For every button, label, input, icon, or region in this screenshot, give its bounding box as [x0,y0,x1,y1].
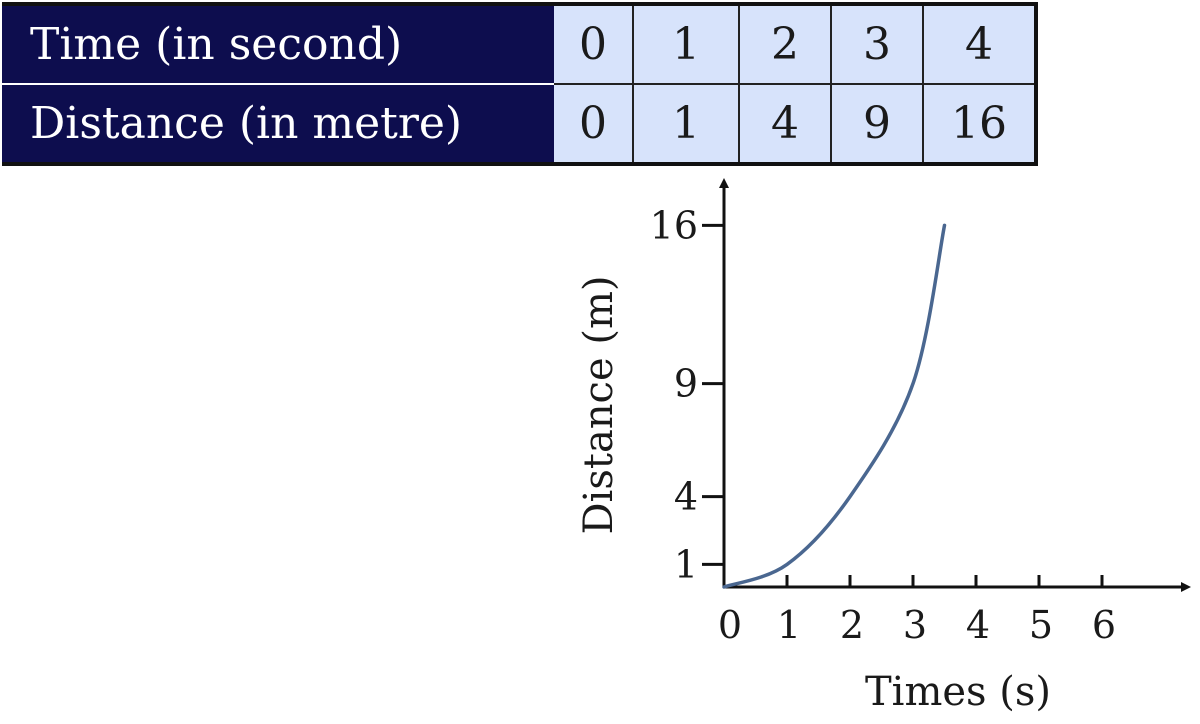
y-tick-label: 4 [674,475,698,519]
x-tick-label: 6 [1092,603,1116,647]
table-cell: 1 [632,83,740,166]
table-cell: 4 [738,83,832,166]
table-cell: 0 [552,2,634,85]
table-cell: 4 [922,2,1038,85]
table-cell: 3 [830,2,924,85]
x-tick-label: 2 [840,603,864,647]
plot-area [722,223,947,589]
table-cell: 0 [552,83,634,166]
data-table: Time (in second) 0 1 2 3 4 Distance (in … [2,2,1038,166]
x-axis-label: Times (s) [865,669,1051,715]
x-tick-label: 4 [966,603,990,647]
table-cell: 1 [632,2,740,85]
table-cell: 16 [922,83,1038,166]
y-tick-label: 16 [650,203,698,247]
table-cell: 9 [830,83,924,166]
axes [719,178,1191,592]
row-header-time: Time (in second) [2,2,554,85]
y-tick-label: 1 [674,542,698,586]
x-tick-label: 0 [718,603,742,647]
table-row-distance: Distance (in metre) 0 1 4 9 16 [2,83,1038,166]
y-tick-label: 9 [674,362,698,406]
row-header-distance: Distance (in metre) [2,83,554,166]
table-row-time: Time (in second) 0 1 2 3 4 [2,2,1038,85]
series-line [722,223,947,589]
table-cell: 2 [738,2,832,85]
y-axis-label: Distance (m) [576,275,622,534]
x-tick-label: 1 [777,603,801,647]
x-tick-label: 3 [903,603,927,647]
x-tick-label: 5 [1029,603,1053,647]
